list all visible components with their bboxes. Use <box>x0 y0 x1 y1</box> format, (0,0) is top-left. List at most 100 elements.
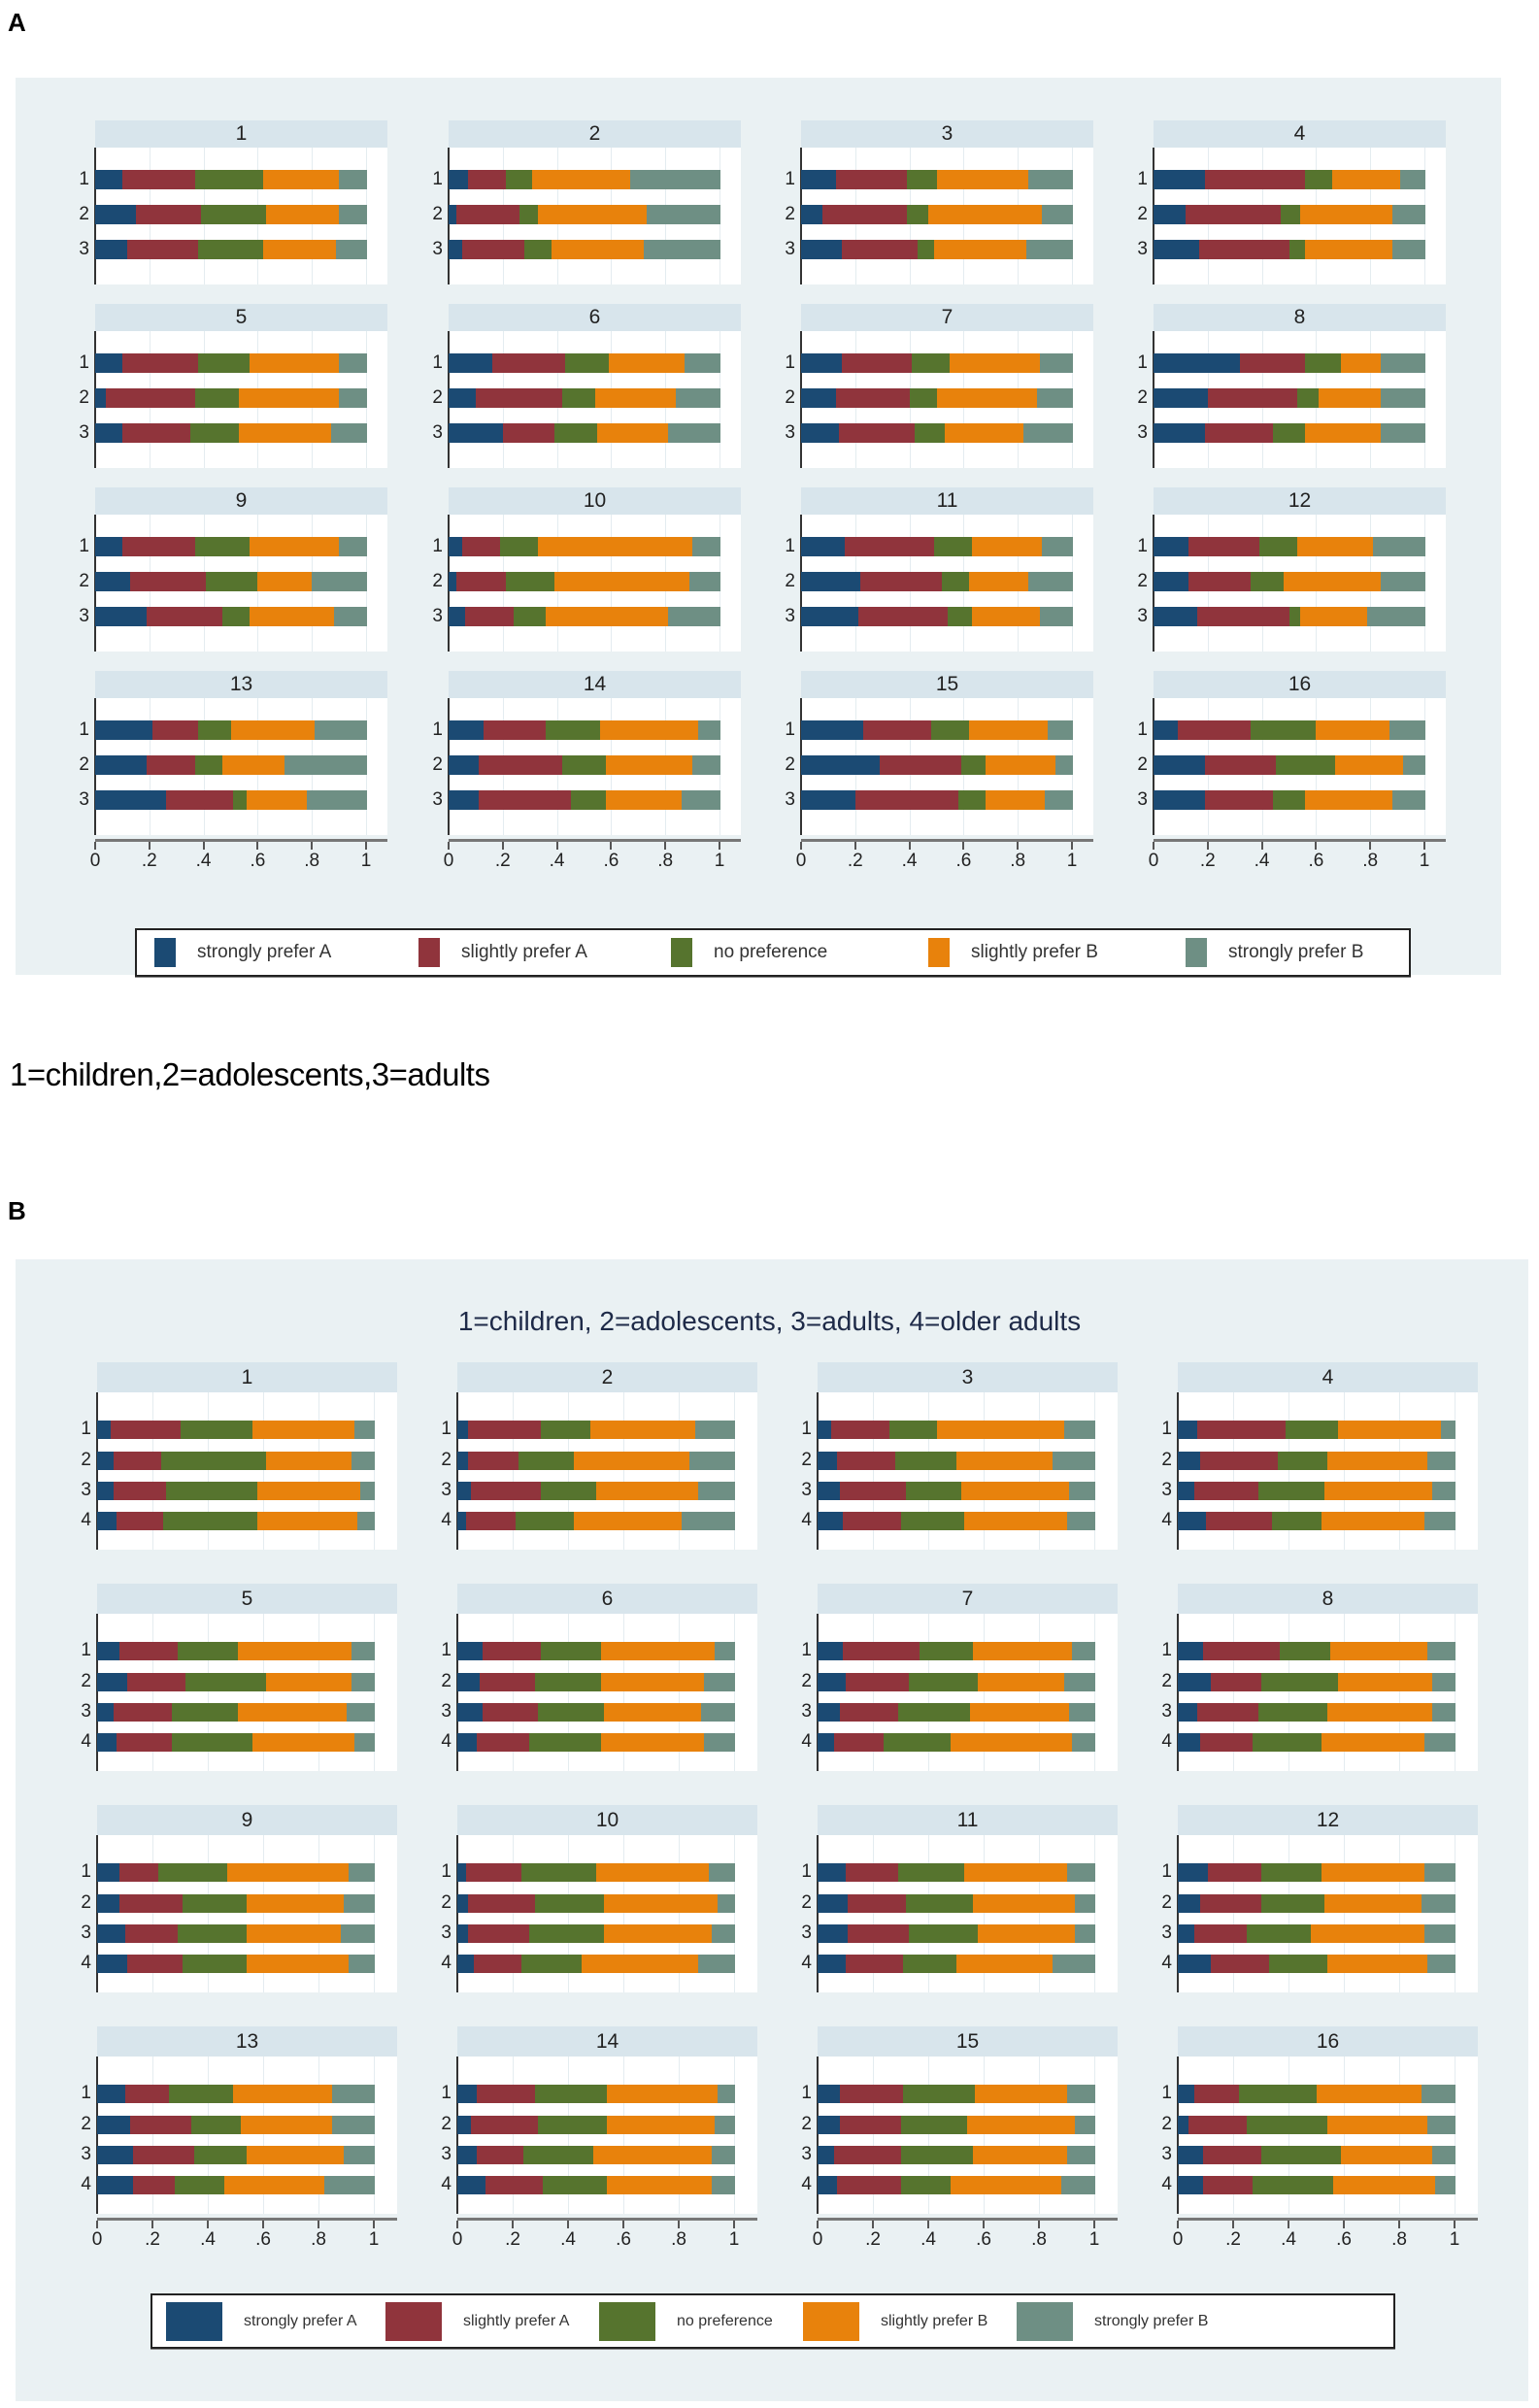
bar-segment-strongly-prefer-A <box>1154 537 1189 556</box>
x-tick-label: .2 <box>505 2229 520 2250</box>
y-tick-label: 3 <box>441 2144 452 2164</box>
y-tick-label: 2 <box>801 1892 812 1913</box>
bar-segment-strongly-prefer-B <box>1421 1893 1455 1913</box>
x-tick-label: .2 <box>847 851 863 871</box>
y-tick-label: 1 <box>785 719 795 740</box>
bar-segment-slightly-prefer-B <box>950 2175 1062 2194</box>
x-tick-mark <box>678 2221 680 2228</box>
bar-segment-slightly-prefer-B <box>1322 1732 1425 1752</box>
bar-segment-strongly-prefer-A <box>449 205 457 224</box>
bar-segment-no-preference <box>1275 755 1336 775</box>
gridline <box>623 2057 624 2214</box>
bar-segment-strongly-prefer-B <box>323 2175 375 2194</box>
bar-segment-slightly-prefer-B <box>238 388 340 408</box>
bar-segment-strongly-prefer-A <box>1154 572 1189 591</box>
bar-segment-no-preference <box>1272 790 1306 810</box>
x-tick-mark <box>256 842 259 850</box>
bar-segment-strongly-prefer-B <box>1440 1420 1455 1439</box>
gridline <box>374 1835 375 1992</box>
bar-segment-slightly-prefer-B <box>250 607 335 626</box>
bar-segment-strongly-prefer-B <box>676 388 720 408</box>
bar-segment-no-preference <box>1260 2145 1342 2164</box>
bar-segment-strongly-prefer-B <box>715 1641 735 1660</box>
x-tick-mark <box>318 2221 319 2228</box>
bar-segment-slightly-prefer-A <box>860 572 943 591</box>
bar-segment-strongly-prefer-A <box>97 1862 120 1882</box>
bar-segment-slightly-prefer-A <box>1199 1451 1279 1470</box>
bar-segment-strongly-prefer-A <box>457 1702 484 1722</box>
x-tick-mark <box>800 842 802 850</box>
bar-segment-strongly-prefer-B <box>343 1893 375 1913</box>
bar-segment-slightly-prefer-A <box>151 720 199 740</box>
gridline <box>1094 1614 1095 1771</box>
bar-segment-no-preference <box>1271 1511 1322 1530</box>
bar-segment-strongly-prefer-B <box>681 1511 735 1530</box>
y-tick-label: 4 <box>801 2174 812 2194</box>
bar-segment-slightly-prefer-B <box>978 1672 1065 1691</box>
bar-segment-no-preference <box>1257 1702 1328 1722</box>
x-axis-line <box>818 2218 1118 2221</box>
y-tick-label: 2 <box>1137 387 1148 408</box>
y-tick-label: 2 <box>785 387 795 408</box>
gridline <box>374 1614 375 1771</box>
bar-segment-strongly-prefer-A <box>1178 1923 1195 1943</box>
x-tick-label: .6 <box>616 2229 631 2250</box>
bar-segment-strongly-prefer-A <box>1154 240 1201 259</box>
bar-segment-no-preference <box>198 720 232 740</box>
gridline <box>1233 1392 1234 1550</box>
gridline <box>1039 1392 1040 1550</box>
bar-segment-strongly-prefer-B <box>349 1862 375 1882</box>
panel-header: 2 <box>457 1362 757 1392</box>
bar-segment-no-preference <box>957 790 987 810</box>
panel-header: 9 <box>95 487 387 515</box>
bar-segment-slightly-prefer-A <box>845 1954 904 1973</box>
panel-header: 12 <box>1154 487 1446 515</box>
bar-segment-no-preference <box>174 2175 225 2194</box>
bar-segment-slightly-prefer-A <box>1188 572 1253 591</box>
bar-segment-no-preference <box>513 607 548 626</box>
bar-segment-slightly-prefer-A <box>124 2084 170 2103</box>
bar-segment-slightly-prefer-B <box>246 2145 345 2164</box>
legend-label: no preference <box>677 2312 773 2329</box>
x-tick-label: .6 <box>955 851 972 871</box>
bar-segment-strongly-prefer-B <box>314 720 367 740</box>
bar-segment-strongly-prefer-A <box>801 170 837 189</box>
y-tick-label: 2 <box>1161 1671 1172 1691</box>
x-tick-label: 0 <box>812 2229 823 2250</box>
x-tick-label: .8 <box>1031 2229 1047 2250</box>
bar-segment-slightly-prefer-A <box>1186 205 1282 224</box>
bar-segment-slightly-prefer-B <box>546 607 669 626</box>
legend-swatch <box>1186 938 1207 967</box>
y-axis-line <box>1177 2057 1179 2214</box>
y-tick-label: 1 <box>1161 1861 1172 1882</box>
bar-segment-slightly-prefer-A <box>121 353 199 373</box>
bar-segment-strongly-prefer-A <box>457 1451 469 1470</box>
bar-segment-no-preference <box>534 2084 608 2103</box>
y-tick-label: 1 <box>81 1861 91 1882</box>
bar-segment-slightly-prefer-B <box>265 1672 352 1691</box>
bar-segment-no-preference <box>1269 1954 1328 1973</box>
bar-segment-slightly-prefer-B <box>595 1481 699 1500</box>
bar-segment-slightly-prefer-B <box>975 2084 1068 2103</box>
bar-segment-no-preference <box>906 205 929 224</box>
bar-segment-slightly-prefer-A <box>1194 1923 1248 1943</box>
bar-segment-slightly-prefer-B <box>971 607 1041 626</box>
y-axis-line <box>1177 1614 1179 1771</box>
bar-segment-slightly-prefer-B <box>601 1732 705 1752</box>
gridline <box>734 2057 735 2214</box>
gridline <box>318 1392 319 1550</box>
x-tick-mark <box>853 842 856 850</box>
bar-segment-slightly-prefer-A <box>456 205 520 224</box>
y-tick-label: 3 <box>1137 606 1148 626</box>
bar-segment-slightly-prefer-A <box>121 423 191 443</box>
gridline <box>679 1392 680 1550</box>
x-tick-mark <box>962 842 965 850</box>
bar-segment-no-preference <box>171 1732 253 1752</box>
bar-segment-strongly-prefer-B <box>346 1702 375 1722</box>
panel-header: 5 <box>97 1584 397 1614</box>
x-tick-mark <box>262 2221 264 2228</box>
bar-segment-slightly-prefer-B <box>972 1641 1073 1660</box>
bar-segment-slightly-prefer-A <box>1178 720 1253 740</box>
bar-segment-slightly-prefer-A <box>461 240 525 259</box>
bar-segment-slightly-prefer-A <box>482 1702 539 1722</box>
